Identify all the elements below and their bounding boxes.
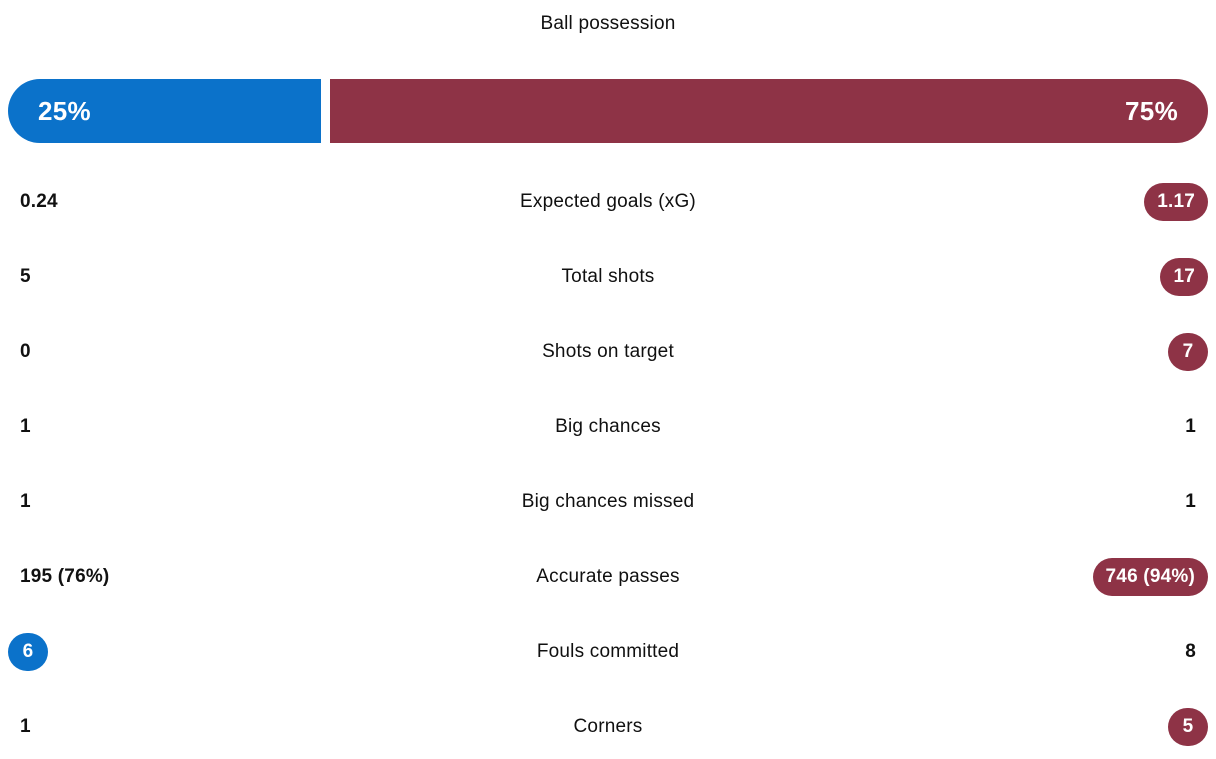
home-value: 1: [20, 490, 31, 512]
stat-label: Corners: [573, 715, 643, 737]
home-value: 6: [8, 632, 48, 671]
home-value: 1: [20, 715, 31, 737]
away-value: 1: [1185, 415, 1196, 437]
stat-row: 1 Big chances 1: [0, 389, 1216, 464]
home-possession-label: 25%: [38, 95, 91, 126]
away-possession-segment: 75%: [329, 79, 1208, 143]
away-value: 1: [1185, 490, 1196, 512]
away-value: 746 (94%): [1092, 557, 1208, 596]
stat-row: 1 Corners 5: [0, 689, 1216, 759]
stat-row: 0 Shots on target 7: [0, 314, 1216, 389]
stats-list: 0.24 Expected goals (xG) 1.17 5 Total sh…: [0, 164, 1216, 759]
away-value: 1.17: [1144, 182, 1208, 221]
stat-label: Shots on target: [542, 340, 674, 362]
stat-row: 5 Total shots 17: [0, 239, 1216, 314]
home-possession-segment: 25%: [8, 79, 321, 143]
possession-bar: 25% 75%: [8, 79, 1208, 143]
away-possession-label: 75%: [1125, 95, 1178, 126]
page-title: Ball possession: [540, 13, 676, 34]
stat-label: Fouls committed: [536, 640, 680, 662]
away-value: 8: [1185, 640, 1196, 662]
stat-row: 195 (76%) Accurate passes 746 (94%): [0, 539, 1216, 614]
home-value: 1: [20, 415, 31, 437]
stat-label: Big chances missed: [521, 490, 695, 512]
home-value: 0: [20, 340, 31, 362]
away-value: 5: [1168, 707, 1208, 746]
home-value: 0.24: [20, 190, 58, 212]
stat-row: 1 Big chances missed 1: [0, 464, 1216, 539]
stat-row: 0.24 Expected goals (xG) 1.17: [0, 164, 1216, 239]
away-value: 17: [1160, 257, 1208, 296]
home-value: 5: [20, 265, 31, 287]
stat-row: 6 Fouls committed 8: [0, 614, 1216, 689]
away-value: 7: [1168, 332, 1208, 371]
stat-label: Big chances: [555, 415, 661, 437]
stat-label: Accurate passes: [536, 565, 680, 587]
home-value: 195 (76%): [20, 565, 110, 587]
stat-label: Expected goals (xG): [520, 190, 696, 212]
stat-label: Total shots: [561, 265, 655, 287]
